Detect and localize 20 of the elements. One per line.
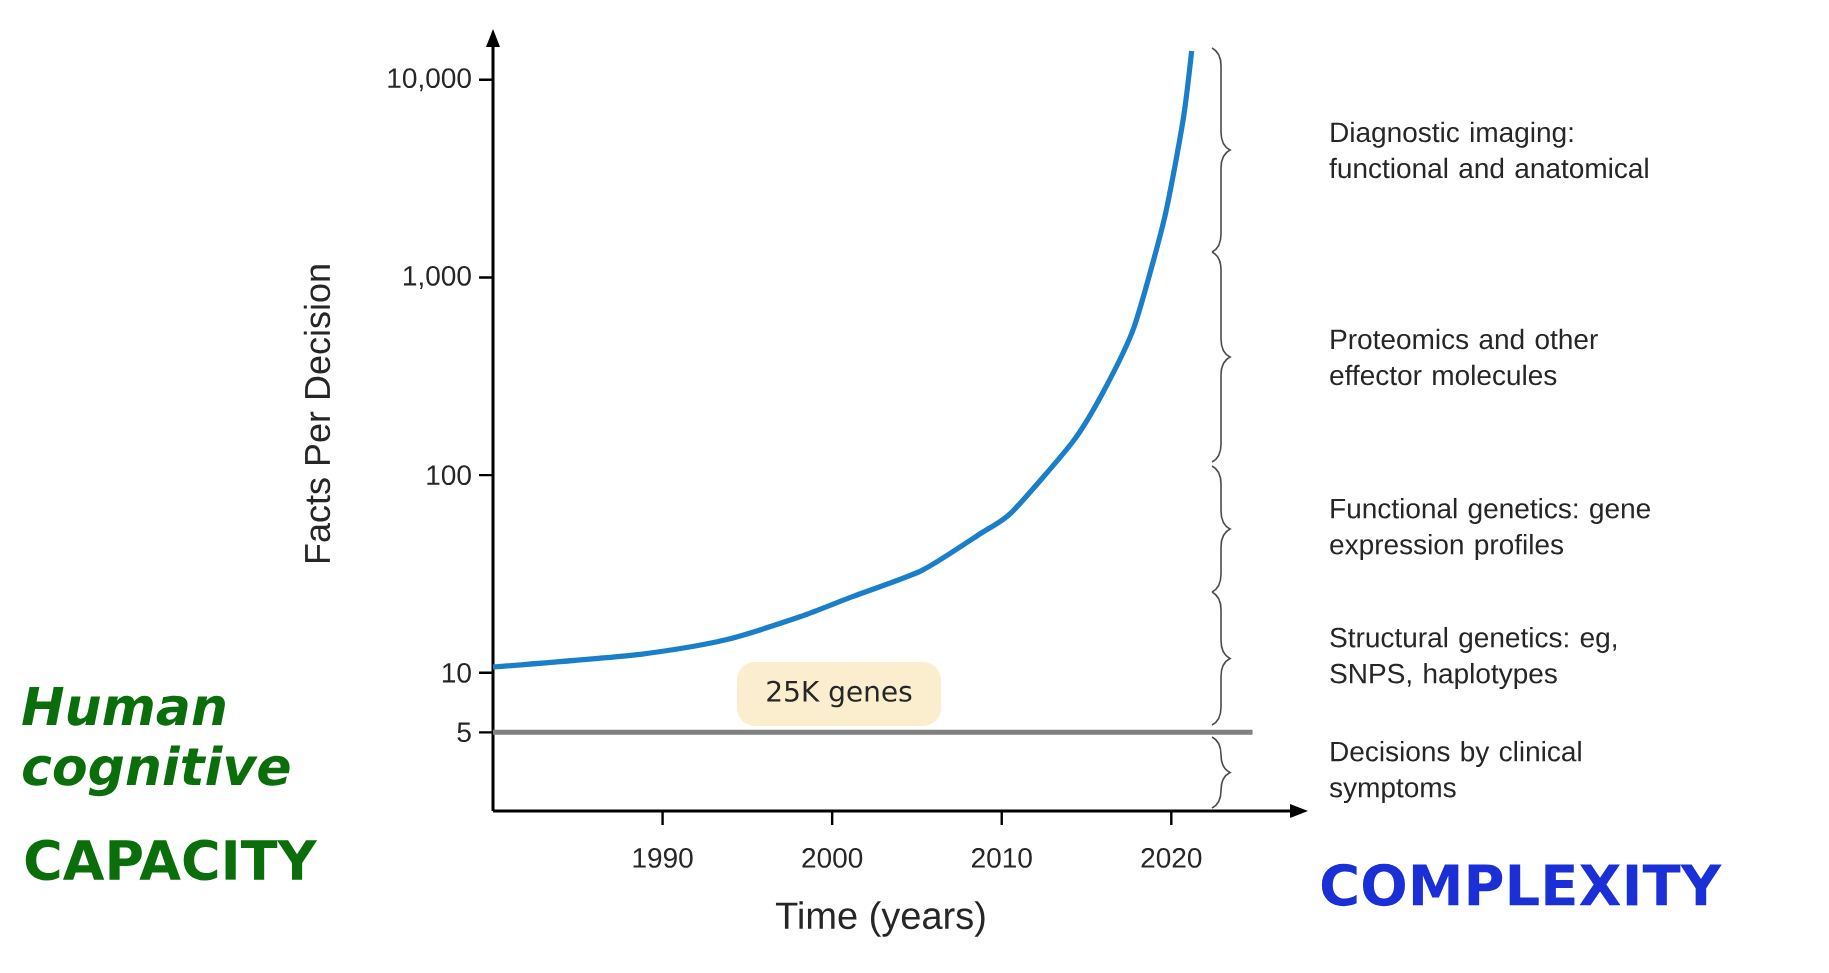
y-tick-label: 100	[427, 465, 471, 486]
x-tick-label: 2020	[1141, 847, 1202, 868]
annotation: 25K genes	[767, 680, 912, 708]
x-tick-label: 2000	[802, 847, 863, 868]
x-tick-label: 2010	[972, 847, 1032, 868]
text: COMPLEXITY	[1321, 863, 1722, 907]
text: CAPACITY	[25, 839, 318, 881]
x-axis-title: Time (years)	[775, 901, 985, 937]
text: Human cognitive	[22, 687, 290, 797]
y-tick-label: 5	[457, 722, 471, 743]
text: Structural genetics: eg, SNPS, haplotypes	[1330, 626, 1616, 690]
y-tick-label: 10,000	[388, 68, 471, 92]
text: Diagnostic imaging: functional and anatomical	[1329, 121, 1648, 179]
x-tick-label: 1990	[633, 847, 693, 868]
text: Decisions by clinical symptoms	[1329, 740, 1581, 804]
y-tick-label: 10	[442, 662, 471, 683]
y-axis-title: Facts Per Decision	[303, 265, 331, 563]
y-tick-label: 1,000	[404, 265, 471, 290]
text: Proteomics and other effector molecules	[1330, 328, 1598, 386]
text: Functional genetics: gene expression profiles	[1330, 497, 1650, 561]
